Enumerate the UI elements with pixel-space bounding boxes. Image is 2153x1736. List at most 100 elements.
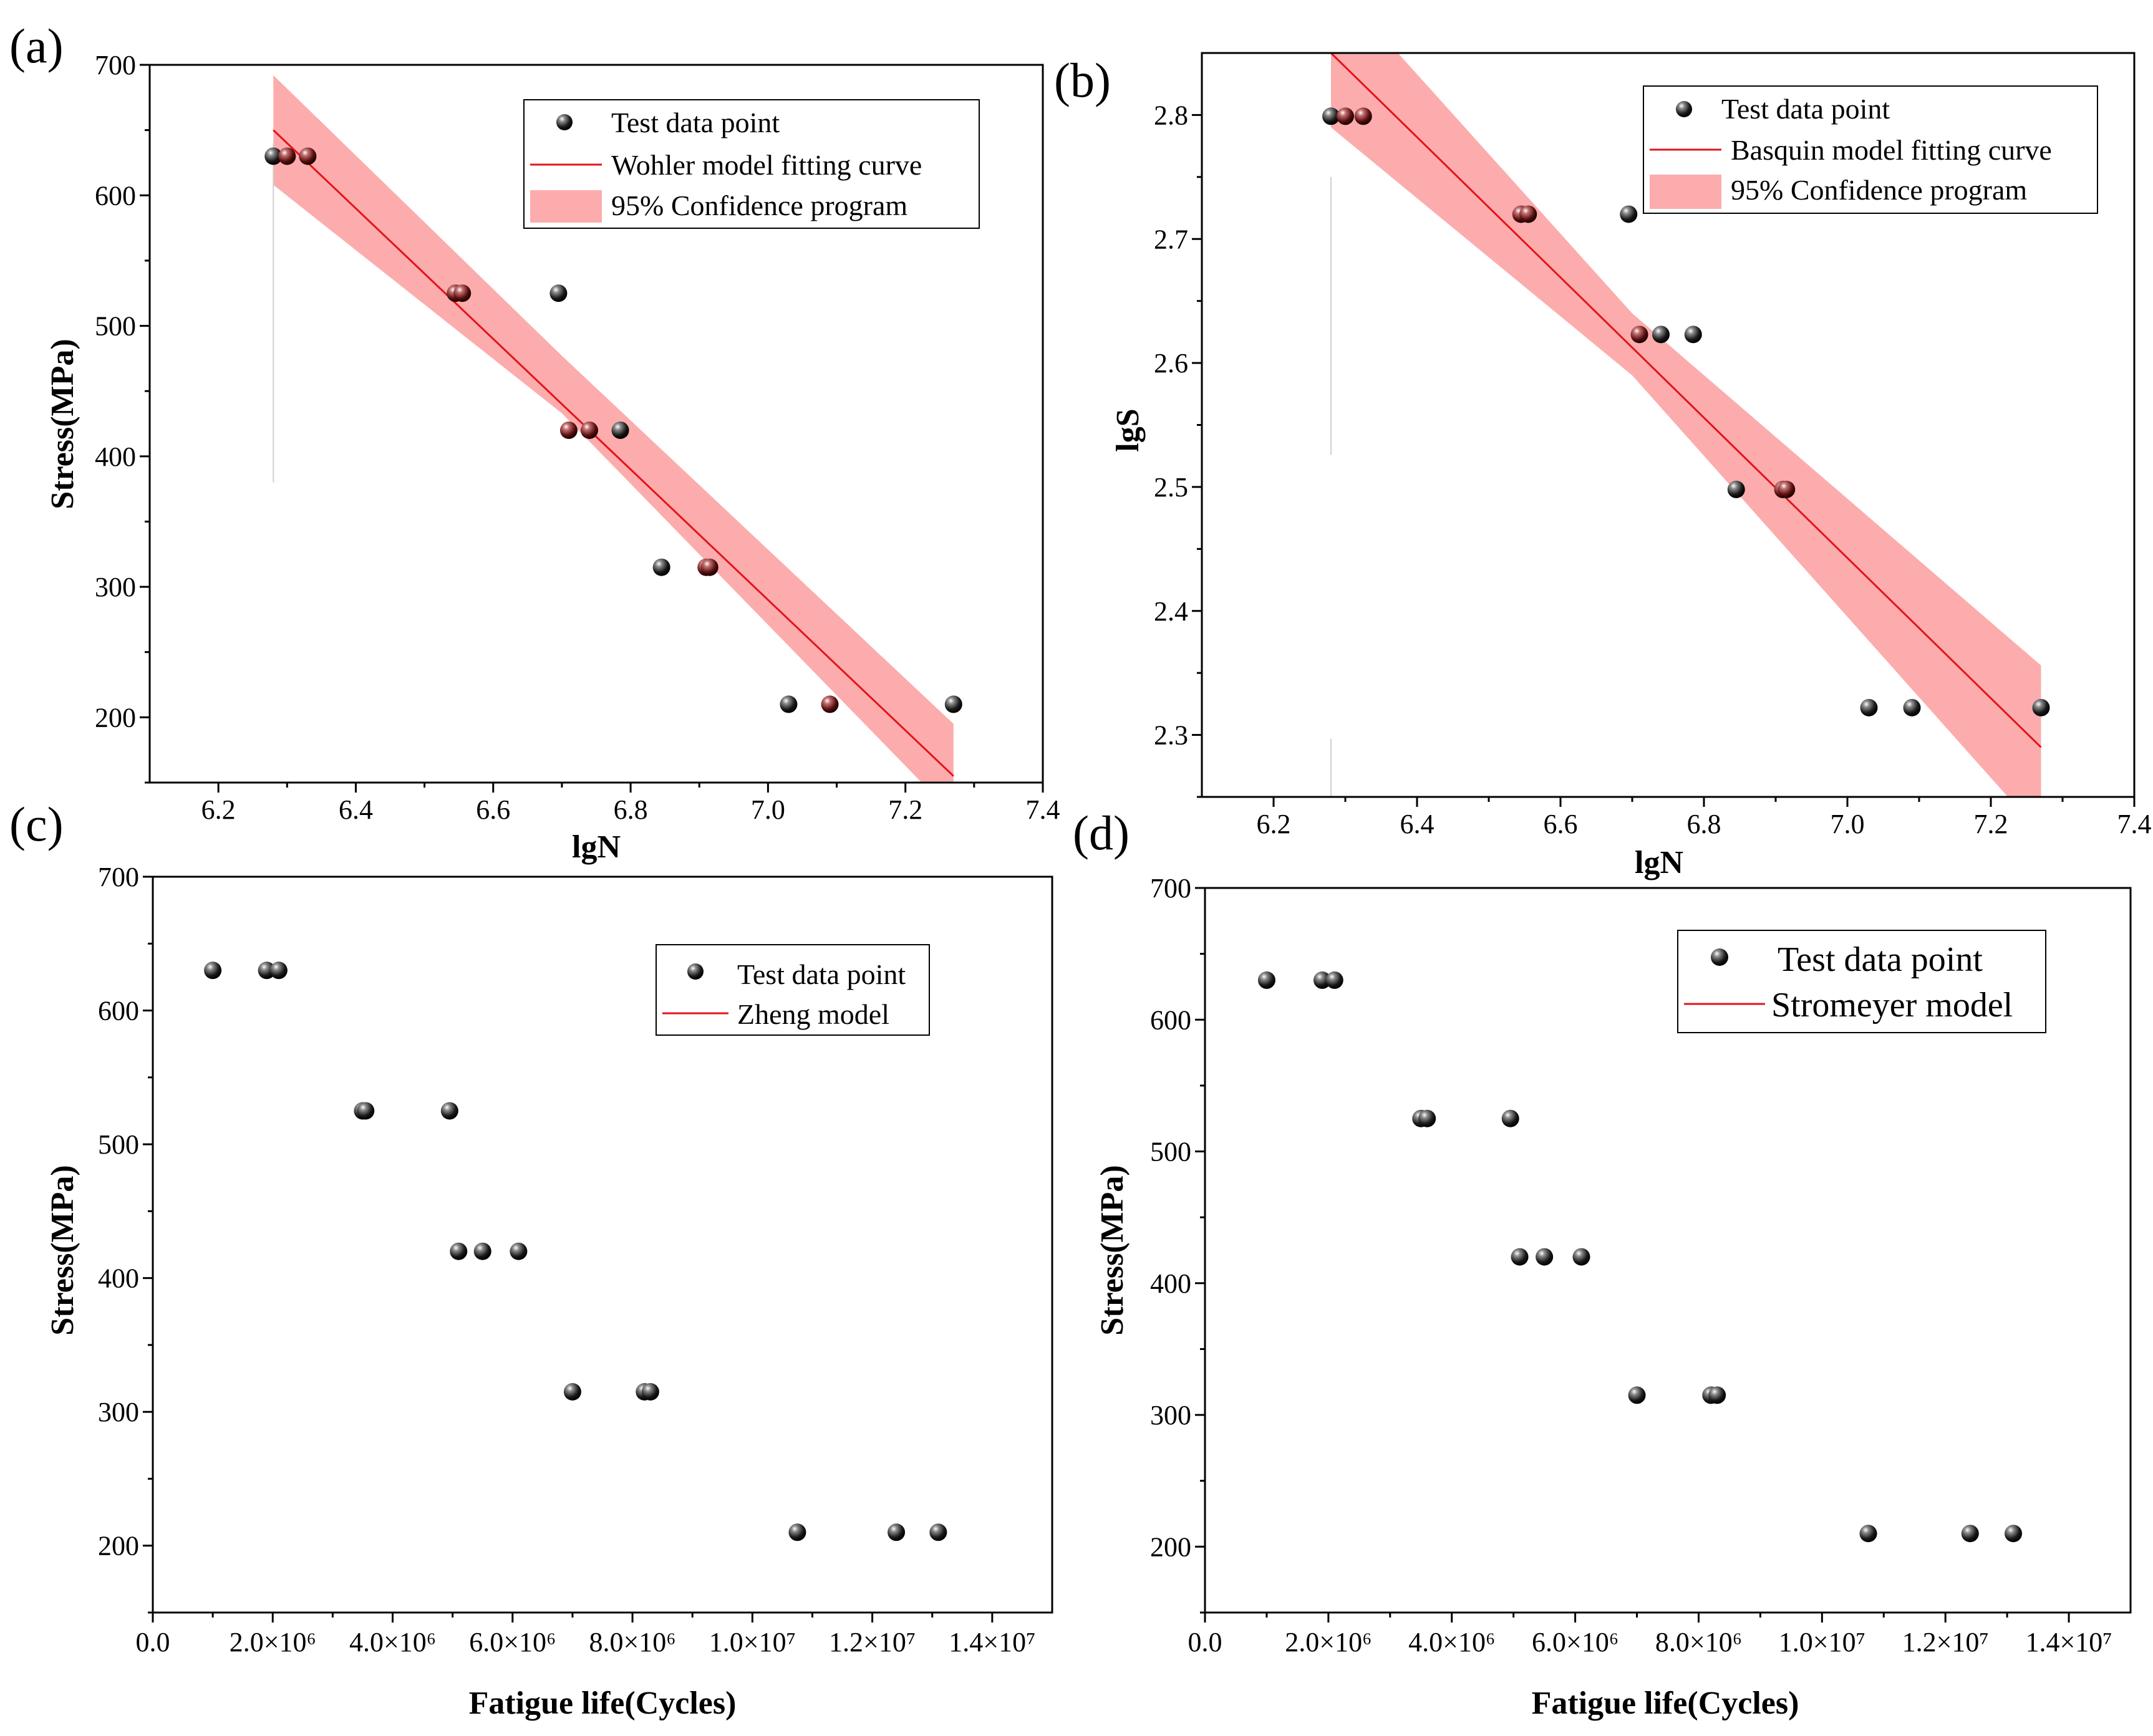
panel-b-legend-fit: Basquin model fitting curve <box>1731 134 2052 166</box>
y-tick-label: 2.7 <box>1154 224 1188 254</box>
panel-a-xlabel: lgN <box>572 829 621 865</box>
legend-band-marker <box>530 190 602 223</box>
data-point <box>563 1383 581 1401</box>
y-tick-label: 2.8 <box>1154 100 1188 130</box>
panel-c-axes: 0.0 2.0×10⁶ 4.0×10⁶ 6.0×10⁶ 8.0×10⁶ 1.0×10⁷ 1.… <box>98 862 1035 1657</box>
panel-b-legend-band: 95% Confidence program <box>1731 174 2027 206</box>
y-tick-label: 400 <box>1150 1268 1191 1299</box>
panel-d-legend-box <box>1677 930 2046 1033</box>
panel-d-xlabel: Fatigue life(Cycles) <box>1532 1685 1799 1721</box>
data-point <box>611 421 629 439</box>
data-point <box>1708 1386 1726 1404</box>
y-tick-label: 2.3 <box>1154 720 1188 751</box>
confidence-band <box>1331 53 2041 797</box>
panel-d-frame <box>1204 887 2132 1614</box>
data-point <box>1325 971 1343 989</box>
panel-b-points <box>1322 107 2050 716</box>
data-point <box>944 695 962 713</box>
panel-d-points <box>1257 971 2023 1543</box>
data-point <box>780 695 798 713</box>
panel-c-label: (c) <box>9 797 64 851</box>
data-point <box>559 421 578 439</box>
panel-c-legend-fit: Zheng model <box>737 998 889 1030</box>
x-tick-label: 7.2 <box>1974 809 2008 839</box>
data-point <box>258 962 276 980</box>
panel-c-points <box>204 962 947 1541</box>
panel-a-ylabel: Stress(MPa) <box>45 339 80 509</box>
panel-b-xlabel: lgN <box>1635 845 1683 880</box>
y-tick-label: 700 <box>1150 873 1191 904</box>
y-tick-label: 300 <box>98 1397 139 1427</box>
panel-d-label: (d) <box>1073 806 1130 860</box>
x-tick-label: 8.0×10⁶ <box>589 1627 675 1657</box>
data-point <box>929 1523 947 1541</box>
data-point <box>1257 971 1275 989</box>
data-point <box>450 1242 468 1260</box>
panel-b-fit <box>1330 53 2042 748</box>
x-tick-label: 7.4 <box>2117 809 2152 839</box>
panel-a-legend-fit: Wohler model fitting curve <box>611 149 922 181</box>
panel-a-fit <box>273 129 954 777</box>
data-point <box>264 147 283 165</box>
data-point <box>278 147 296 165</box>
panel-b-axes: 6.2 6.4 6.6 6.8 7.0 7.2 7.4 2.3 2.4 2.5 2.6 2.7 2.8 <box>1154 100 2152 839</box>
x-tick-label: 1.2×10⁷ <box>829 1627 916 1657</box>
x-tick-label: 6.2 <box>1257 809 1291 839</box>
x-tick-label: 7.0 <box>751 794 785 825</box>
data-point <box>1322 107 1340 125</box>
panel-d-legend-fit: Stromeyer model <box>1771 986 2013 1025</box>
panel-a: (a) 6.2 6.4 6.6 6.8 7.0 7.2 7.4 200 300 400 500 600… <box>9 19 1060 865</box>
panel-a-points <box>264 147 962 713</box>
y-tick-label: 600 <box>95 180 136 211</box>
x-tick-label: 2.0×10⁶ <box>1285 1627 1372 1657</box>
data-point <box>1620 205 1638 223</box>
data-point <box>1903 698 1921 716</box>
x-tick-label: 6.6 <box>1544 809 1578 839</box>
y-tick-label: 700 <box>98 862 139 892</box>
data-point <box>440 1102 458 1120</box>
data-point <box>1630 326 1648 344</box>
y-tick-label: 200 <box>98 1531 139 1561</box>
data-point <box>580 421 598 439</box>
panel-d-axes: 0.0 2.0×10⁶ 4.0×10⁶ 6.0×10⁶ 8.0×10⁶ 1.0×10⁷ 1.… <box>1150 873 2112 1657</box>
x-tick-label: 8.0×10⁶ <box>1655 1627 1742 1657</box>
data-point <box>1337 107 1354 125</box>
x-tick-label: 2.0×10⁶ <box>230 1627 316 1657</box>
data-point <box>1628 1386 1646 1404</box>
x-tick-label: 6.0×10⁶ <box>469 1627 556 1657</box>
y-tick-label: 400 <box>95 441 136 472</box>
data-point <box>1778 480 1796 498</box>
y-tick-label: 2.6 <box>1154 348 1188 379</box>
fit-curve <box>1330 53 2042 748</box>
y-tick-label: 2.4 <box>1154 596 1188 627</box>
data-point <box>1684 326 1702 344</box>
data-point <box>549 284 568 302</box>
data-point <box>357 1102 375 1120</box>
panel-b-band <box>1330 53 2041 797</box>
panel-d-legend-points: Test data point <box>1778 940 1983 979</box>
panel-a-legend-band: 95% Confidence program <box>611 190 907 221</box>
panel-c: (c) 0.0 2.0×10⁶ 4.0×10⁶ 6.0×10⁶ 8.0×10⁶ 1.0×1… <box>9 797 1053 1721</box>
x-tick-label: 1.4×10⁷ <box>2025 1627 2112 1657</box>
x-tick-label: 6.6 <box>476 794 510 825</box>
legend-band-marker <box>1650 175 1721 209</box>
x-tick-label: 4.0×10⁶ <box>1408 1627 1495 1657</box>
data-point <box>1511 1248 1529 1266</box>
y-tick-label: 200 <box>95 702 136 733</box>
data-point <box>1501 1109 1519 1127</box>
data-point <box>299 147 317 165</box>
x-tick-label: 6.0×10⁶ <box>1532 1627 1618 1657</box>
panel-b-legend: Test data point Basquin model fitting cu… <box>1643 85 2098 214</box>
panel-c-legend-points: Test data point <box>737 958 906 990</box>
data-point <box>204 962 222 980</box>
panel-b-label: (b) <box>1054 53 1111 107</box>
data-point <box>788 1523 806 1541</box>
data-point <box>1572 1248 1590 1266</box>
x-tick-label: 7.2 <box>888 794 922 825</box>
x-tick-label: 6.8 <box>1687 809 1721 839</box>
x-tick-label: 7.4 <box>1026 794 1060 825</box>
data-point <box>1354 107 1372 125</box>
y-tick-label: 200 <box>1150 1531 1191 1562</box>
y-tick-label: 600 <box>1150 1005 1191 1035</box>
